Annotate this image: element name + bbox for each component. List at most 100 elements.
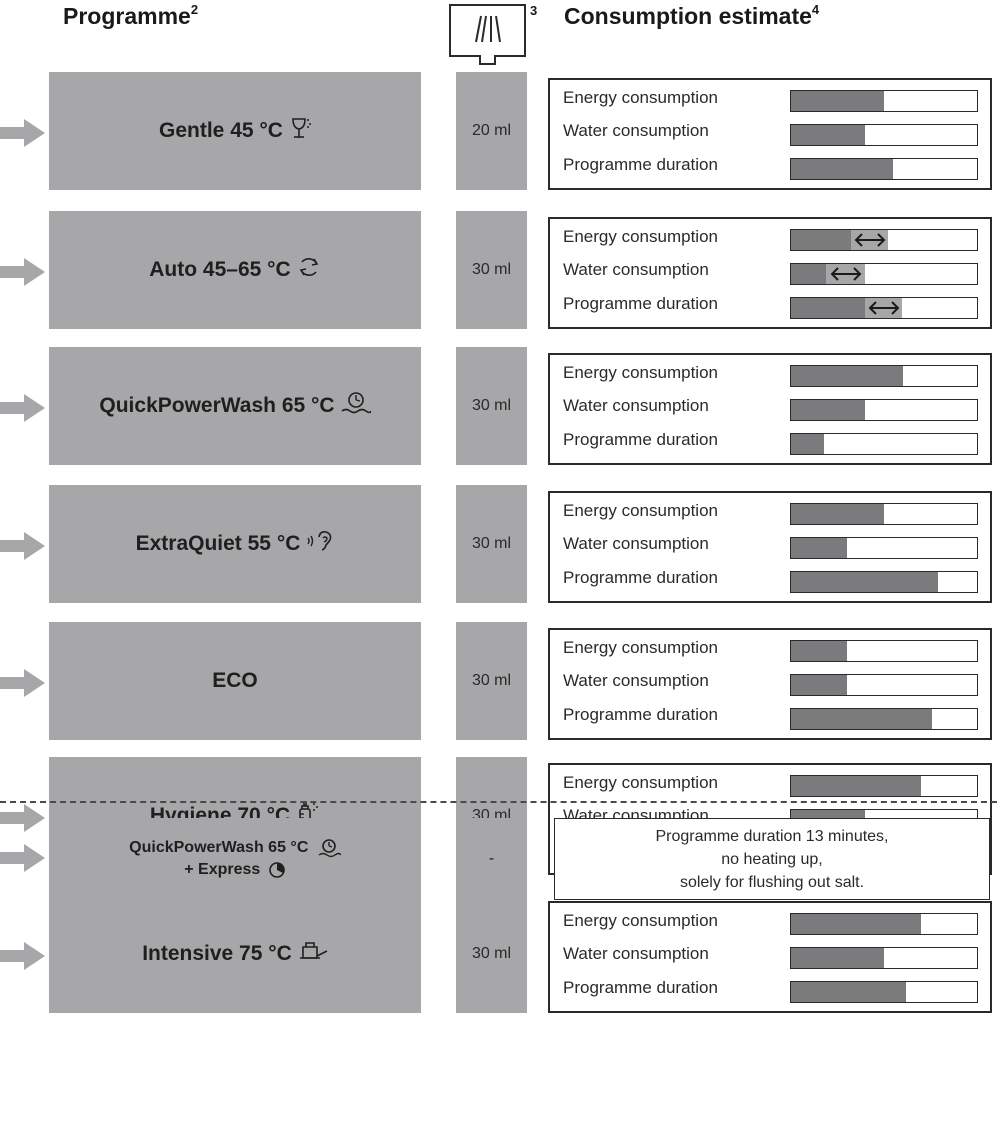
programme-intensive: Intensive 75 °C — [49, 895, 421, 1013]
duration-label: Programme duration — [563, 155, 718, 174]
duration-label: Programme duration — [563, 430, 718, 449]
duration-bar — [790, 571, 978, 593]
arrow-icon — [0, 844, 45, 872]
programme-row-auto: Auto 45–65 °C 30 ml Energy consumption Wate… — [0, 211, 997, 329]
detergent-dose: - — [456, 818, 527, 900]
energy-label: Energy consumption — [563, 501, 718, 520]
water-label: Water consumption — [563, 121, 709, 140]
duration-bar-fill — [791, 434, 824, 454]
detergent-dose: 30 ml — [456, 895, 527, 1013]
water-label: Water consumption — [563, 396, 709, 415]
consumption-header-text: Consumption estimate — [564, 3, 812, 29]
energy-bar — [790, 365, 978, 387]
programme-name: QuickPowerWash 65 °C — [99, 394, 335, 417]
quiet-ear-icon — [306, 529, 334, 559]
express-clock-icon — [268, 861, 285, 878]
programme-name-line: QuickPowerWash 65 °C — [129, 837, 342, 859]
duration-label: Programme duration — [563, 705, 718, 724]
dashed-divider — [0, 801, 997, 803]
programme-name: ExtraQuiet 55 °C — [135, 532, 301, 555]
detergent-footnote: 3 — [530, 3, 538, 18]
note-line: Programme duration 13 minutes, — [655, 827, 889, 845]
programme-row-extraquiet: ExtraQuiet 55 °C 30 ml Energy consumption W… — [0, 485, 997, 603]
water-range-arrow-icon — [826, 264, 865, 284]
consumption-estimate: Energy consumption Water consumption Progr… — [548, 353, 992, 465]
arrow-icon — [0, 942, 45, 970]
programme-express-line: + Express — [184, 859, 286, 881]
energy-bar-fill — [791, 91, 884, 111]
consumption-estimate: Energy consumption Water consumption Progr… — [548, 217, 992, 329]
duration-bar — [790, 981, 978, 1003]
detergent-dose: 30 ml — [456, 485, 527, 603]
programme-quickpowerwash-express: QuickPowerWash 65 °C + Express — [49, 818, 421, 900]
water-bar — [790, 399, 978, 421]
programme-name: ECO — [212, 669, 258, 692]
consumption-header-footnote: 4 — [811, 2, 820, 17]
pot-icon — [298, 939, 328, 969]
programme-extraquiet: ExtraQuiet 55 °C — [49, 485, 421, 603]
duration-label: Programme duration — [563, 568, 718, 587]
energy-bar — [790, 775, 978, 797]
programme-name: Intensive 75 °C — [142, 942, 292, 965]
arrow-icon — [0, 394, 45, 422]
water-bar-fill — [791, 538, 847, 558]
energy-bar — [790, 913, 978, 935]
energy-bar-fill — [791, 366, 903, 386]
programme-eco: ECO — [49, 622, 421, 740]
energy-range-arrow-icon — [851, 230, 888, 250]
water-bar-fill — [791, 125, 865, 145]
energy-bar — [790, 640, 978, 662]
detergent-dose: 20 ml — [456, 72, 527, 190]
water-bar — [790, 537, 978, 559]
programme-gentle: Gentle 45 °C — [49, 72, 421, 190]
programme-header: Programme2 — [63, 2, 199, 30]
duration-bar — [790, 708, 978, 730]
water-bar — [790, 124, 978, 146]
water-bar-fill — [791, 264, 826, 284]
duration-bar — [790, 297, 978, 319]
quick-wash-icon — [318, 838, 342, 857]
energy-label: Energy consumption — [563, 638, 718, 657]
consumption-header: Consumption estimate4 — [564, 2, 820, 30]
duration-bar-fill — [791, 298, 865, 318]
programme-note: Programme duration 13 minutes, no heatin… — [554, 818, 990, 900]
duration-bar-fill — [791, 572, 938, 592]
water-bar-fill — [791, 400, 865, 420]
programme-auto: Auto 45–65 °C — [49, 211, 421, 329]
programme-row-quickpowerwash: QuickPowerWash 65 °C 30 ml Energy consumpt… — [0, 347, 997, 465]
energy-label: Energy consumption — [563, 88, 718, 107]
detergent-dose: 30 ml — [456, 347, 527, 465]
energy-label: Energy consumption — [563, 363, 718, 382]
programme-row-intensive: Intensive 75 °C 30 ml Energy consumption Wa… — [0, 895, 997, 1013]
arrow-icon — [0, 804, 45, 832]
programme-name: QuickPowerWash 65 °C — [129, 839, 309, 856]
duration-bar-fill — [791, 709, 932, 729]
programme-header-footnote: 2 — [190, 2, 199, 17]
energy-bar — [790, 229, 978, 251]
duration-bar-fill — [791, 982, 906, 1002]
energy-bar-fill — [791, 230, 851, 250]
arrow-icon — [0, 258, 45, 286]
duration-bar-fill — [791, 159, 893, 179]
duration-bar — [790, 433, 978, 455]
consumption-estimate: Energy consumption Water consumption Progr… — [548, 901, 992, 1013]
programme-name: Auto 45–65 °C — [149, 258, 291, 281]
consumption-estimate: Energy consumption Water consumption Progr… — [548, 628, 992, 740]
water-label: Water consumption — [563, 260, 709, 279]
water-bar-fill — [791, 675, 847, 695]
programme-name: Gentle 45 °C — [159, 119, 283, 142]
programme-header-text: Programme — [63, 3, 191, 29]
water-label: Water consumption — [563, 534, 709, 553]
note-line: solely for flushing out salt. — [679, 873, 865, 891]
water-bar — [790, 263, 978, 285]
energy-bar — [790, 503, 978, 525]
water-label: Water consumption — [563, 944, 709, 963]
energy-label: Energy consumption — [563, 911, 718, 930]
programme-row-gentle: Gentle 45 °C 20 ml Energy consumption Water… — [0, 72, 997, 190]
wine-glass-icon — [289, 116, 311, 146]
programme-quickpowerwash: QuickPowerWash 65 °C — [49, 347, 421, 465]
energy-label: Energy consumption — [563, 773, 718, 792]
energy-bar-fill — [791, 776, 921, 796]
arrow-icon — [0, 119, 45, 147]
energy-bar-fill — [791, 914, 921, 934]
